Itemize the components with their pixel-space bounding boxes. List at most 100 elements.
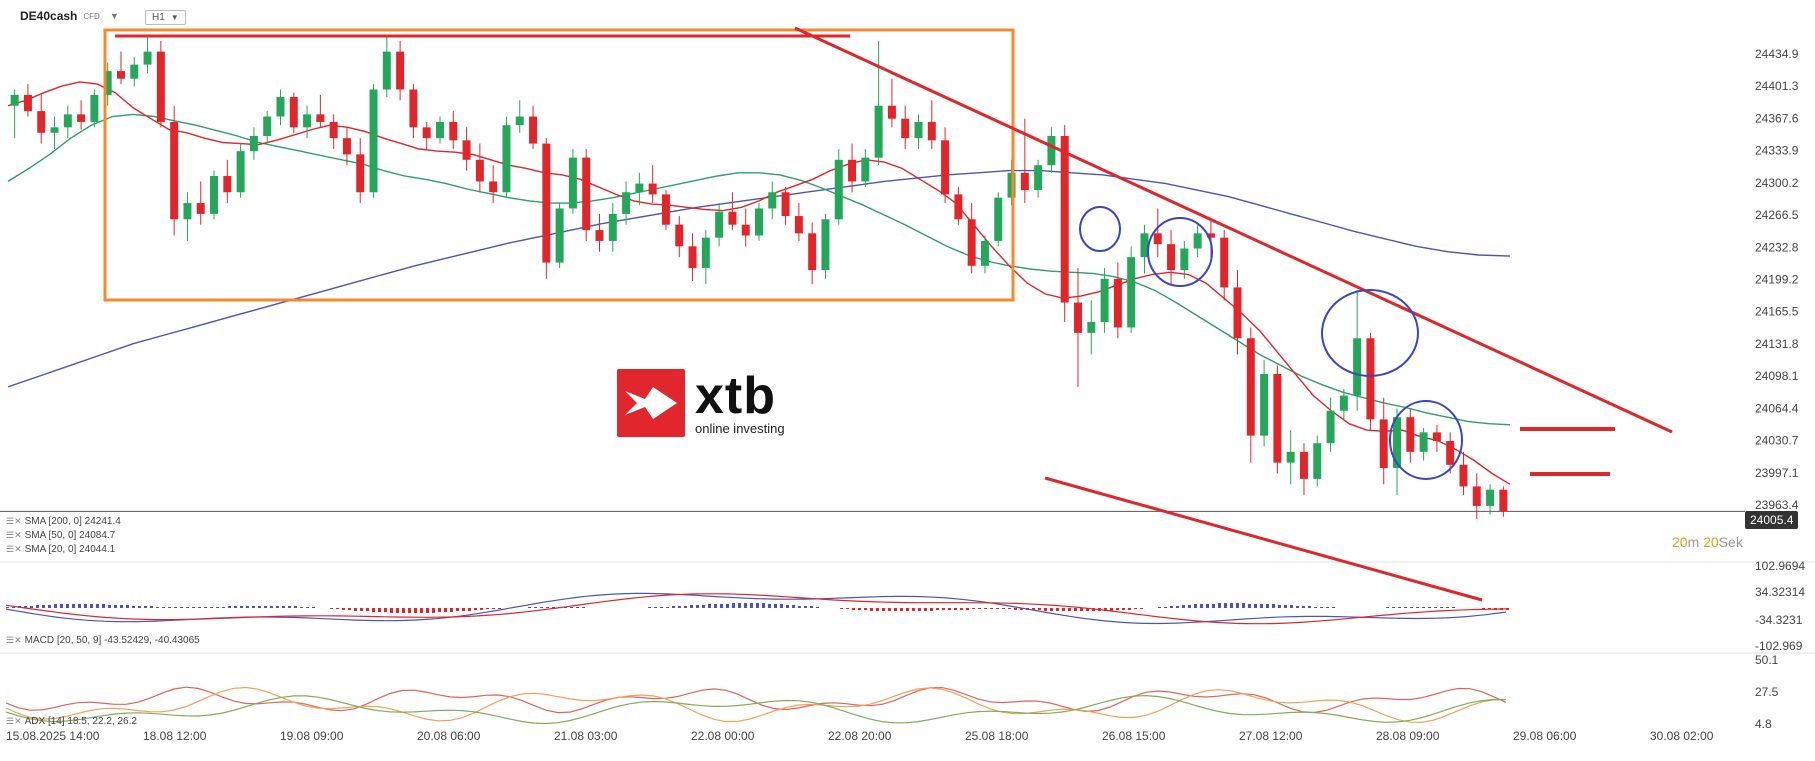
candle-body (436, 121, 444, 139)
settings-close-icon[interactable]: ☰✕ (6, 716, 22, 726)
timeframe-selector[interactable]: H1 ▼ (145, 10, 186, 25)
candle-body (1020, 172, 1029, 191)
candle-body (1034, 165, 1043, 191)
legend-macd[interactable]: ☰✕ MACD [20, 50, 9] -43.52429, -40.43065 (6, 635, 200, 646)
candle-body (1047, 136, 1056, 166)
macd-histogram-bar (474, 608, 477, 610)
macd-tick-label: -34.3231 (1755, 613, 1803, 627)
settings-close-icon[interactable]: ☰✕ (6, 635, 22, 645)
macd-histogram-bar (660, 607, 663, 608)
candle-body (1127, 257, 1136, 328)
candle (90, 89, 99, 128)
candle (555, 203, 564, 268)
x-tick-label: 20.08 06:00 (417, 729, 481, 743)
candle-body (608, 213, 617, 241)
macd-histogram-bar (126, 605, 129, 608)
macd-histogram-bar (1044, 608, 1047, 611)
macd-histogram-bar (918, 608, 921, 611)
macd-histogram-bar (750, 603, 753, 608)
macd-histogram-bar (222, 607, 225, 608)
x-tick-label: 19.08 09:00 (280, 729, 344, 743)
candle (1246, 327, 1255, 463)
macd-histogram-bar (186, 607, 189, 608)
candle-body (1432, 432, 1441, 442)
candle (661, 190, 670, 231)
candle-body (1140, 233, 1149, 258)
settings-close-icon[interactable]: ☰✕ (6, 530, 22, 540)
timeframe-label: H1 (152, 12, 165, 23)
candle (582, 148, 591, 241)
candle (63, 105, 72, 139)
macd-histogram-bar (360, 608, 363, 611)
sma20-line (7, 81, 1511, 485)
current-price-label: 24005.4 (1745, 511, 1799, 529)
symbol-selector[interactable]: DE40cash CFD ▼ (20, 9, 119, 23)
macd-histogram-bar (60, 604, 63, 608)
macd-histogram-bar (678, 606, 681, 608)
macd-histogram-bar (906, 608, 909, 611)
macd-histogram-bar (528, 607, 531, 608)
candle (994, 192, 1003, 247)
candle (396, 40, 405, 101)
macd-histogram-bar (1014, 608, 1017, 610)
macd-histogram-bar (1068, 608, 1071, 611)
adx-tick-label: 4.8 (1755, 717, 1772, 731)
settings-close-icon[interactable]: ☰✕ (6, 544, 22, 554)
macd-histogram-bar (330, 608, 333, 609)
macd-histogram-bar (774, 604, 777, 608)
candle-countdown: 20m 20Sek (1672, 534, 1743, 550)
candle-body (289, 97, 298, 128)
macd-histogram-bar (42, 605, 45, 608)
macd-histogram-bar (804, 606, 807, 608)
macd-histogram-bar (1482, 608, 1485, 609)
candle (249, 127, 258, 160)
candle-body (1153, 233, 1162, 245)
candle (1393, 408, 1402, 496)
macd-histogram-bar (1290, 605, 1293, 608)
macd-histogram-bar (444, 608, 447, 612)
candle (1273, 365, 1282, 474)
candle-body (116, 71, 125, 79)
candle-body (582, 157, 591, 231)
macd-histogram-bar (150, 606, 153, 608)
candle (967, 203, 976, 274)
settings-close-icon[interactable]: ☰✕ (6, 516, 22, 526)
legend-sma20[interactable]: ☰✕ SMA [20, 0] 24044.1 (6, 544, 115, 555)
legend-adx[interactable]: ☰✕ ADX [14] 18.5, 22.2, 26.2 (6, 716, 137, 727)
y-tick-label: 24199.2 (1755, 273, 1799, 287)
candle (462, 127, 471, 171)
macd-histogram-bar (402, 608, 405, 613)
legend-sma200-text: SMA [200, 0] 24241.4 (24, 516, 121, 527)
candle-body (542, 143, 551, 263)
candle-body (196, 203, 205, 214)
candle (356, 138, 365, 204)
macd-histogram-bar (864, 608, 867, 610)
logo-tagline: online investing (695, 420, 785, 436)
candle-body (10, 94, 19, 106)
candle-body (143, 51, 152, 65)
y-tick-label: 24030.7 (1755, 434, 1799, 448)
candle (1419, 428, 1428, 461)
macd-histogram-bar (576, 607, 579, 608)
legend-sma50[interactable]: ☰✕ SMA [50, 0] 24084.7 (6, 530, 115, 541)
legend-sma200[interactable]: ☰✕ SMA [200, 0] 24241.4 (6, 516, 121, 527)
macd-histogram-bar (942, 608, 945, 610)
macd-histogram-bar (1488, 608, 1491, 609)
macd-histogram-bar (1080, 608, 1083, 611)
x-tick-label: 15.08.2025 14:00 (6, 729, 100, 743)
macd-histogram-bar (582, 607, 585, 608)
macd-histogram-bar (414, 608, 417, 613)
candle (1313, 435, 1322, 487)
candle (675, 216, 684, 258)
candle-body (1379, 419, 1388, 469)
macd-histogram-bar (498, 608, 501, 609)
macd-histogram-bar (1062, 608, 1065, 611)
macd-histogram-bar (468, 608, 471, 611)
candle-body (622, 192, 631, 214)
macd-histogram-bar (1422, 607, 1425, 608)
chevron-down-icon: ▼ (109, 11, 119, 21)
candle-body (901, 118, 910, 139)
macd-histogram-bar (270, 606, 273, 608)
macd-histogram-bar (726, 604, 729, 608)
